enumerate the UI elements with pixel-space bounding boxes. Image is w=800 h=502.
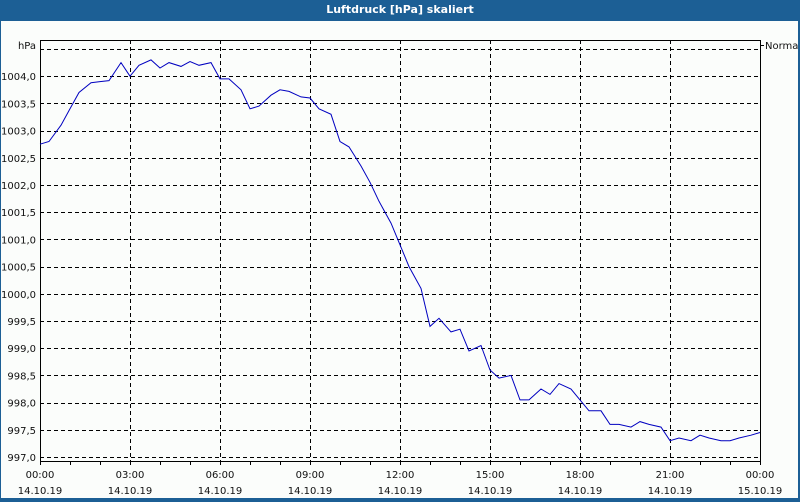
y-tick-label: 1002,5 [1,154,36,165]
y-axis-unit: hPa [18,41,36,52]
y-tick-label: 1000,0 [1,290,36,301]
x-tick-date: 14.10.19 [288,486,333,497]
legend-label: Normal [765,41,798,52]
x-tick-date: 14.10.19 [198,486,243,497]
x-tick-date: 14.10.19 [558,486,603,497]
x-tick-time: 09:00 [296,470,325,481]
y-tick-label: 1003,0 [1,127,36,138]
x-tick-time: 00:00 [26,470,55,481]
x-tick-time: 00:00 [746,470,775,481]
x-tick-time: 03:00 [116,470,145,481]
y-tick-label: 998,0 [7,399,36,410]
y-tick-label: 1004,0 [1,72,36,83]
y-tick-label: 1001,5 [1,208,36,219]
x-tick-time: 06:00 [206,470,235,481]
x-tick-date: 14.10.19 [648,486,693,497]
x-tick-time: 18:00 [566,470,595,481]
x-tick-date: 14.10.19 [378,486,423,497]
x-tick-date: 14.10.19 [108,486,153,497]
x-tick-time: 21:00 [656,470,685,481]
x-tick-date: 15.10.19 [738,486,783,497]
y-tick-label: 999,0 [7,344,36,355]
chart-panel: 997,0 997,5 998,0 998,5 999,0 999,5 1000,0 1000… [1,21,800,498]
series-line-normal [39,59,761,442]
window-title: Luftdruck [hPa] skaliert [0,0,800,21]
x-tick-time: 15:00 [476,470,505,481]
y-tick-label: 999,5 [7,317,36,328]
y-tick-label: 1001,0 [1,235,36,246]
y-tick-label: 998,5 [7,371,36,382]
x-tick-date: 14.10.19 [18,486,63,497]
y-tick-label: 997,0 [7,453,36,464]
y-tick-label: 1002,0 [1,181,36,192]
y-tick-label: 1000,5 [1,263,36,274]
line-chart: 997,0 997,5 998,0 998,5 999,0 999,5 1000,0 1000… [1,40,800,497]
x-tick-date: 14.10.19 [468,486,513,497]
y-tick-label: 1003,5 [1,99,36,110]
x-tick-time: 12:00 [386,470,415,481]
y-tick-label: 997,5 [7,426,36,437]
